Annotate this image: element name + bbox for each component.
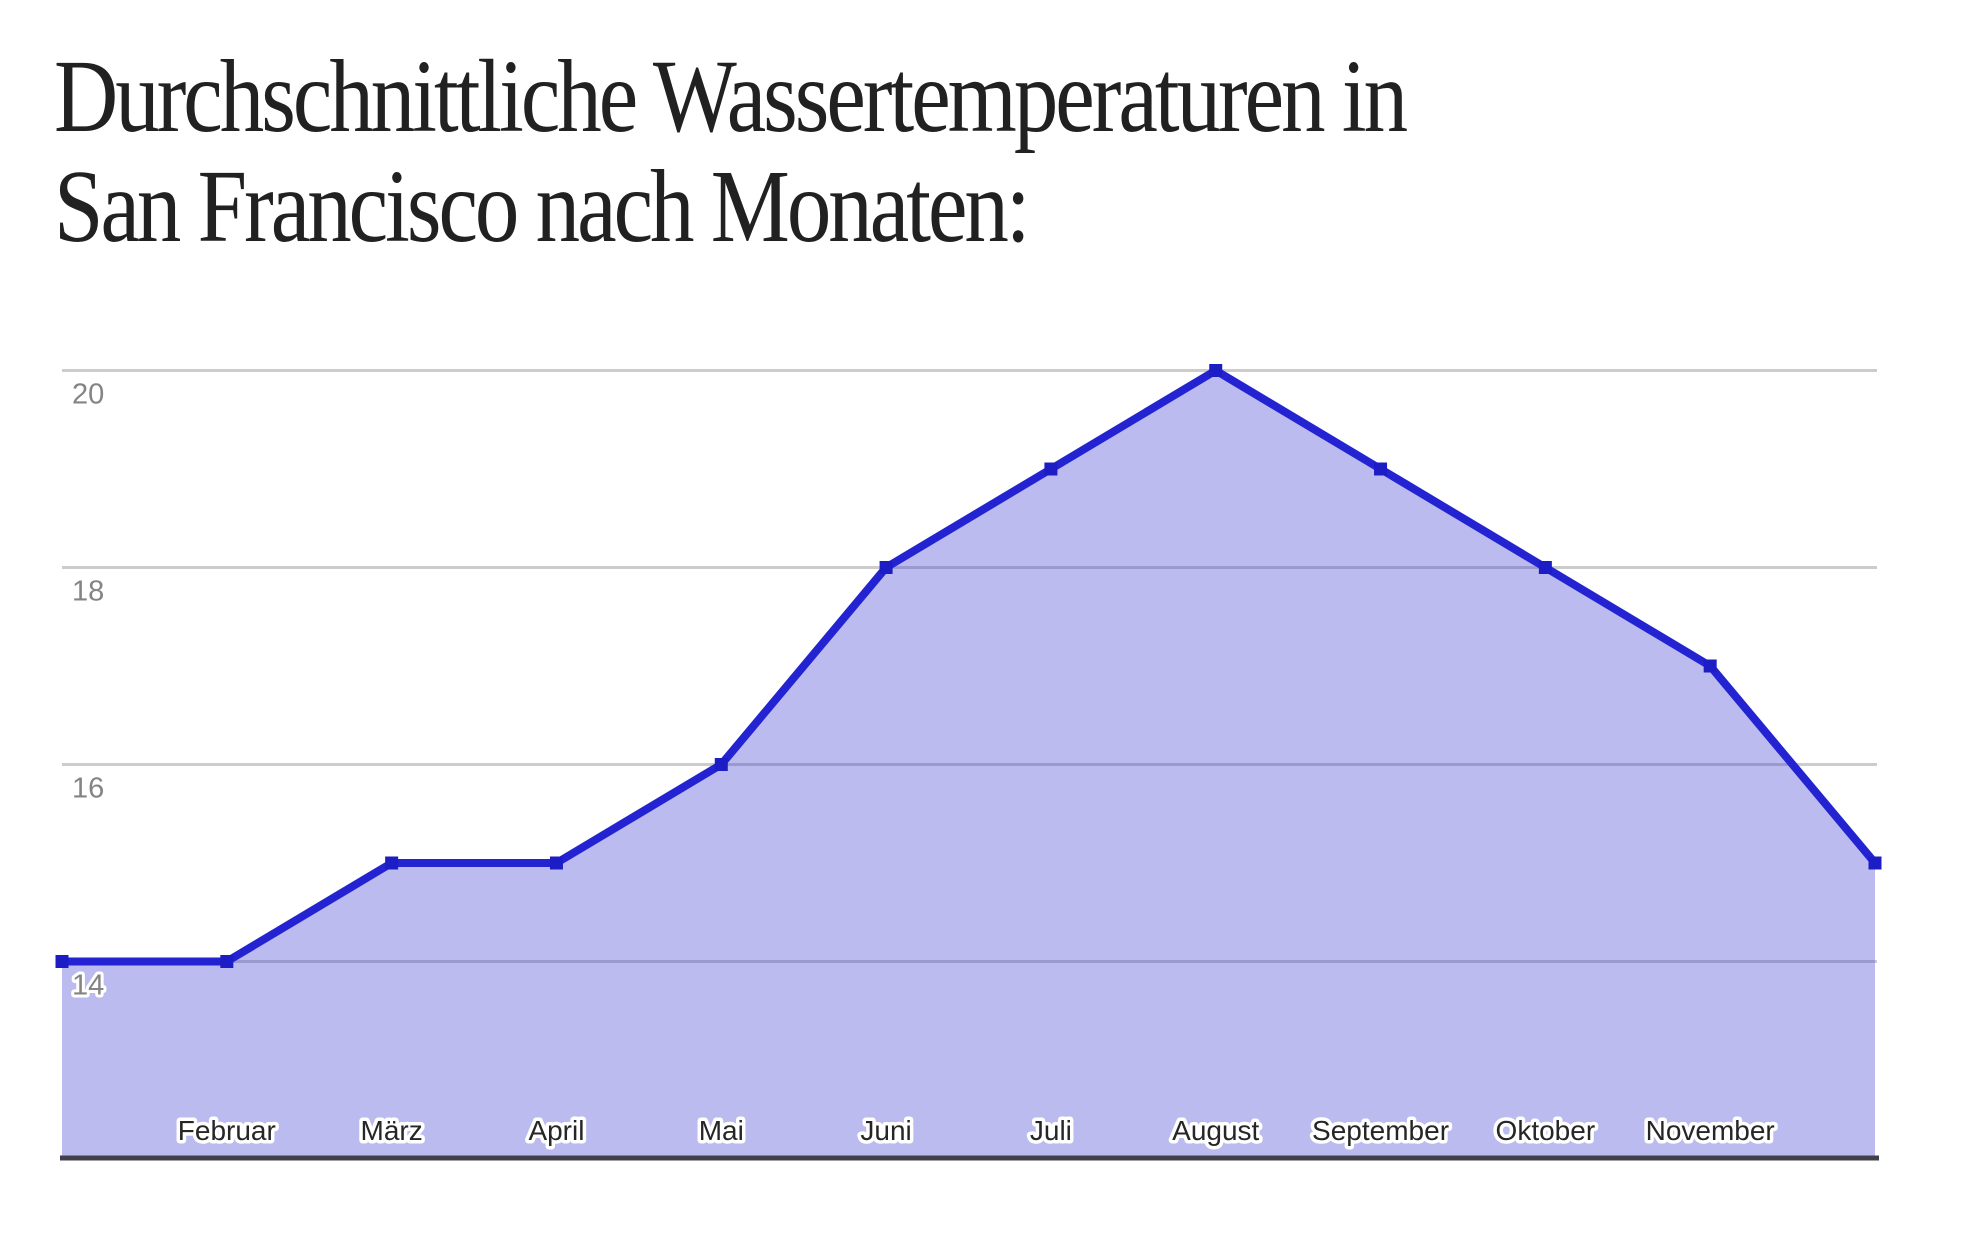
y-tick-label: 16: [72, 773, 104, 805]
chart-title-line-1: Durchschnittliche Wassertemperaturen in: [54, 39, 1408, 154]
y-tick-label: 14: [72, 970, 104, 1002]
area-fill: [62, 370, 1875, 1158]
x-tick-label-oktober: Oktober: [1496, 1115, 1596, 1146]
chart-title: Durchschnittliche Wassertemperaturen in …: [54, 39, 1408, 264]
x-axis-labels: Februar März April Mai Juni Juli August Septemb…: [174, 1112, 1778, 1150]
data-point-marker: [385, 856, 399, 870]
data-point-marker: [1044, 462, 1058, 476]
data-point-marker: [1538, 561, 1552, 574]
data-point-marker: [220, 955, 234, 968]
point-markers: [55, 364, 1882, 968]
x-tick-label-november: November: [1646, 1115, 1775, 1146]
x-tick-label-märz: März: [361, 1115, 423, 1146]
data-point-marker: [55, 955, 69, 968]
x-tick-label-juli: Juli: [1030, 1115, 1072, 1146]
data-point-marker: [1868, 856, 1882, 870]
x-tick-label-februar: Februar: [178, 1115, 276, 1146]
data-point-marker: [549, 856, 563, 870]
y-tick-label: 20: [72, 379, 104, 411]
data-point-marker: [714, 758, 728, 771]
y-axis-labels: 14 16 18 20: [69, 376, 107, 1005]
x-tick-label-august: August: [1172, 1115, 1259, 1146]
y-tick-label: 18: [72, 576, 104, 608]
x-tick-label-september: September: [1312, 1115, 1449, 1146]
temperature-line: [62, 366, 1879, 966]
x-tick-label-mai: Mai: [699, 1115, 744, 1146]
data-point-marker: [879, 561, 893, 574]
x-tick-label-april: April: [528, 1115, 584, 1146]
data-point-marker: [1703, 659, 1717, 673]
data-point-marker: [1209, 364, 1223, 377]
chart-title-line-2: San Francisco nach Monaten:: [54, 149, 1031, 264]
data-point-marker: [1374, 462, 1388, 476]
gridlines: [62, 369, 1877, 963]
x-tick-label-juni: Juni: [860, 1115, 911, 1146]
